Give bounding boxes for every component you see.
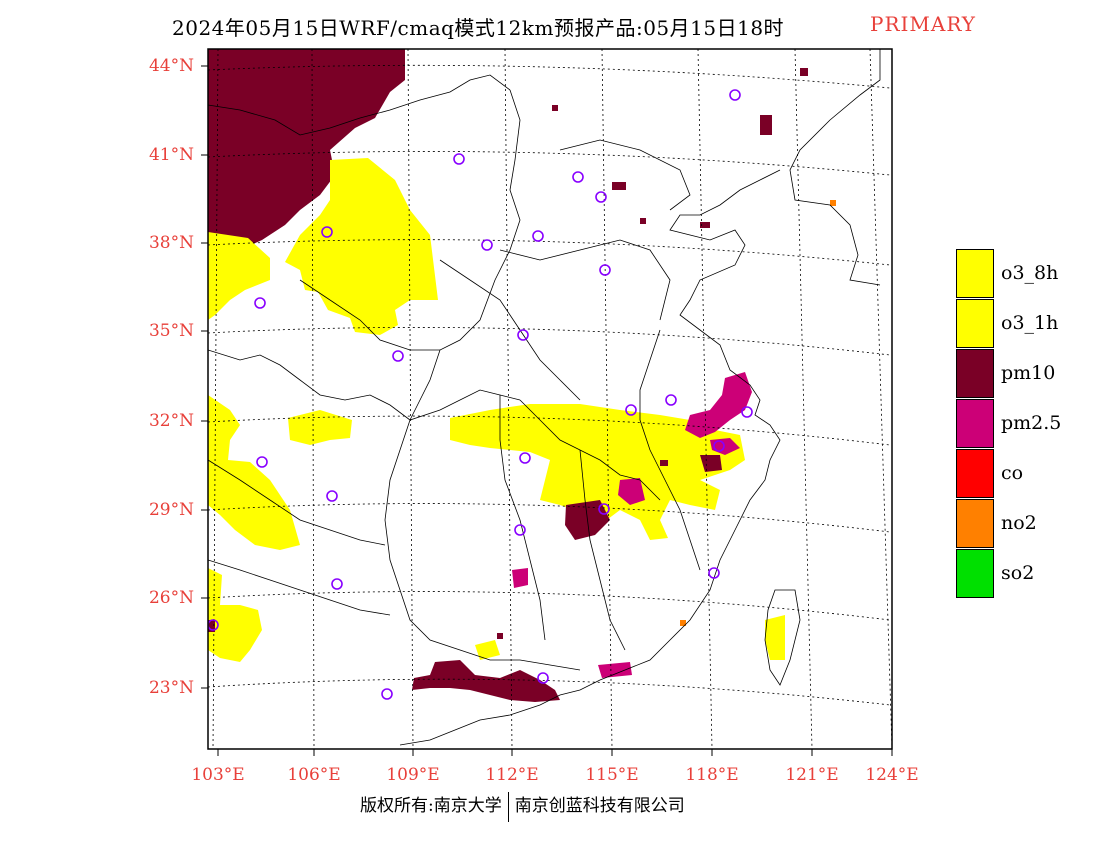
legend-swatch [956, 549, 994, 598]
copyright-footer: 版权所有:南京大学 南京创蓝科技有限公司 [360, 791, 685, 822]
lat-label-23: 23°N [148, 678, 194, 698]
legend-label: so2 [1001, 562, 1035, 584]
lon-label-118: 118°E [685, 765, 739, 785]
lon-label-106: 106°E [287, 765, 341, 785]
legend-swatch [956, 349, 994, 398]
legend-label: o3_8h [1001, 262, 1059, 284]
lon-label-115: 115°E [585, 765, 639, 785]
legend-label: co [1001, 462, 1024, 484]
lat-label-29: 29°N [148, 500, 194, 520]
pm10-region-northwest [208, 49, 405, 250]
graticule [208, 49, 892, 749]
primary-tag: PRIMARY [870, 12, 976, 36]
pm-region-yangtze [512, 372, 752, 678]
city-markers [208, 89, 753, 700]
legend-swatch [956, 449, 994, 498]
legend-label: pm10 [1001, 362, 1056, 384]
legend-label: o3_1h [1001, 312, 1059, 334]
lat-label-32: 32°N [148, 411, 194, 431]
title-text: 2024年05月15日WRF/cmaq模式12km预报产品:05月15日18时 [172, 16, 785, 40]
legend-label: pm2.5 [1001, 412, 1062, 434]
lon-label-109: 109°E [386, 765, 440, 785]
lat-label-26: 26°N [148, 588, 194, 608]
lon-label-121: 121°E [785, 765, 839, 785]
o3-region-northwest [208, 158, 438, 662]
o3-region-central [450, 404, 785, 660]
tick-marks [201, 65, 893, 756]
scattered-pixels [497, 68, 836, 639]
lon-label-103: 103°E [191, 765, 245, 785]
lat-label-44: 44°N [148, 56, 194, 76]
lat-label-38: 38°N [148, 233, 194, 253]
legend-label: no2 [1001, 512, 1037, 534]
borders [208, 49, 881, 746]
copyright-left: 版权所有:南京大学 [360, 796, 502, 816]
lon-label-124: 124°E [865, 765, 919, 785]
legend-swatch [956, 499, 994, 548]
lon-label-112: 112°E [485, 765, 539, 785]
legend-swatch [956, 399, 994, 448]
footer-divider [507, 791, 509, 822]
legend-swatch [956, 299, 994, 348]
copyright-right: 南京创蓝科技有限公司 [514, 796, 685, 816]
lat-label-35: 35°N [148, 321, 194, 341]
map-frame [207, 48, 893, 750]
legend-swatch [956, 249, 994, 298]
lat-label-41: 41°N [148, 145, 194, 165]
